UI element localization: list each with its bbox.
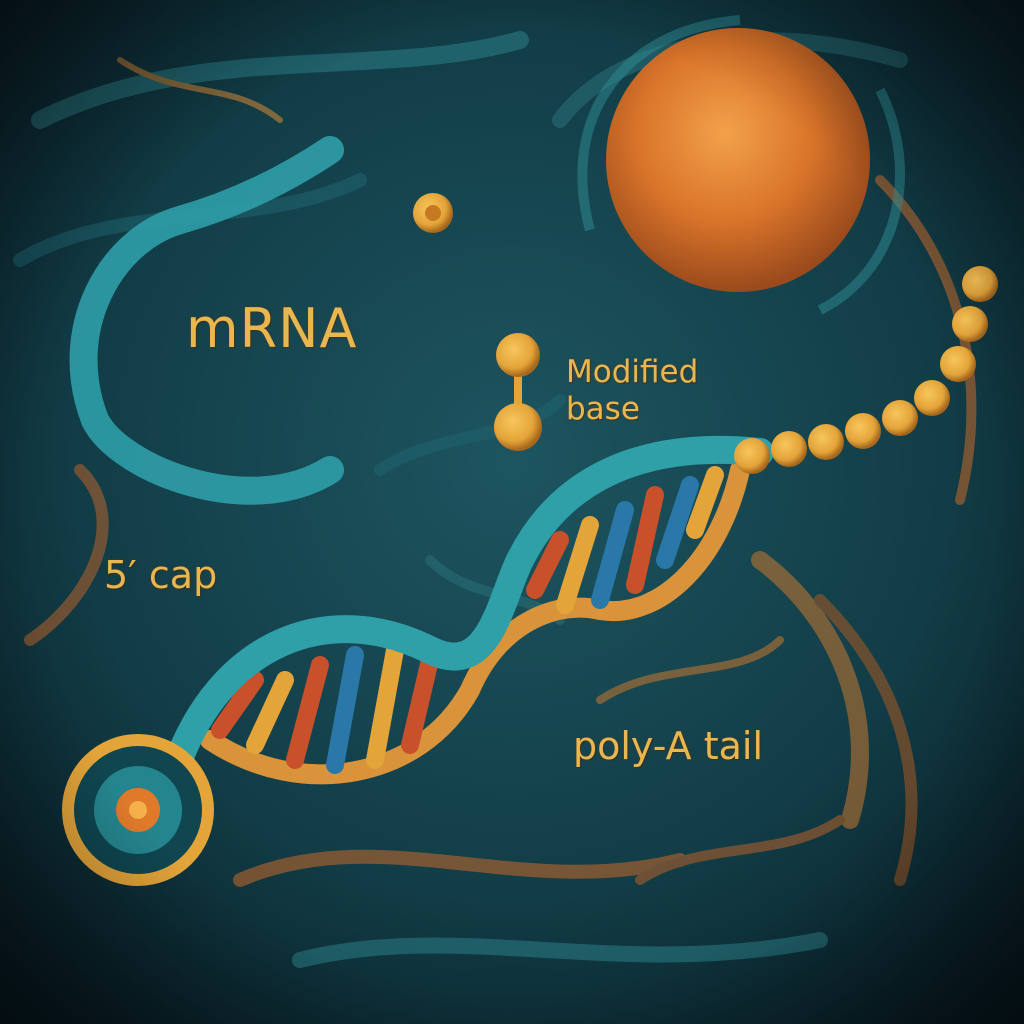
poly-a-tail-label: poly-A tail xyxy=(573,724,763,768)
five-prime-cap-label: 5′ cap xyxy=(104,553,218,597)
mrna-label: mRNA xyxy=(186,297,358,360)
modified-base-label: Modified base xyxy=(566,354,699,427)
